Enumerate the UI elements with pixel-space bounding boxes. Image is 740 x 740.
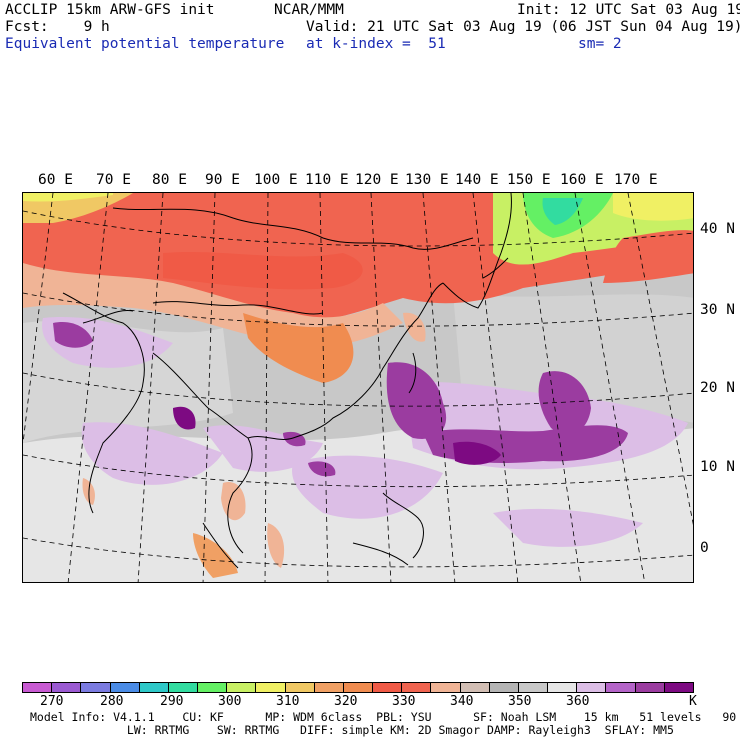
field-name: Equivalent potential temperature	[5, 36, 285, 52]
valid-time: Valid: 21 UTC Sat 03 Aug 19 (06 JST Sun …	[306, 19, 740, 35]
colorbar-swatch	[373, 683, 403, 692]
lon-label: 160 E	[560, 172, 604, 188]
center-label: NCAR/MMM	[274, 2, 344, 18]
lon-label: 120 E	[355, 172, 399, 188]
colorbar-swatch	[227, 683, 257, 692]
colorbar-label: 320	[334, 694, 358, 709]
colorbar-label: 350	[508, 694, 532, 709]
colorbar-label: 360	[566, 694, 590, 709]
colorbar-swatch	[460, 683, 490, 692]
lat-label: 10 N	[700, 459, 735, 475]
lon-label: 100 E	[254, 172, 298, 188]
forecast-hour: Fcst: 9 h	[5, 19, 110, 35]
init-time: Init: 12 UTC Sat 03 Aug 19	[517, 2, 740, 18]
colorbar-swatch	[23, 683, 53, 692]
colorbar-label: 300	[218, 694, 242, 709]
lon-label: 70 E	[96, 172, 131, 188]
theta-e-field	[23, 193, 693, 582]
level-label: at k-index = 51	[306, 36, 446, 52]
colorbar-swatch	[198, 683, 228, 692]
colorbar-swatch	[256, 683, 286, 692]
colorbar-label: 330	[392, 694, 416, 709]
smoothing-label: sm= 2	[578, 36, 622, 52]
colorbar-label: 310	[276, 694, 300, 709]
lat-label: 0	[700, 540, 709, 556]
colorbar-swatch	[635, 683, 665, 692]
colorbar-swatch	[285, 683, 315, 692]
lon-label: 60 E	[38, 172, 73, 188]
colorbar-swatch	[168, 683, 199, 692]
lon-label: 150 E	[507, 172, 551, 188]
model-title: ACCLIP 15km ARW-GFS init	[5, 2, 215, 18]
colorbar-swatch	[52, 683, 82, 692]
lat-label: 30 N	[700, 302, 735, 318]
colorbar-swatch	[577, 683, 607, 692]
lat-label: 40 N	[700, 221, 735, 237]
colorbar-label: 290	[160, 694, 184, 709]
map-panel	[22, 192, 694, 583]
colorbar	[22, 682, 694, 693]
lon-label: 90 E	[205, 172, 240, 188]
colorbar-swatch	[110, 683, 140, 692]
lon-label: 140 E	[455, 172, 499, 188]
colorbar-swatch	[81, 683, 111, 692]
lon-label: 170 E	[614, 172, 658, 188]
colorbar-swatch	[402, 683, 432, 692]
lat-label: 20 N	[700, 380, 735, 396]
model-info-line1: Model Info: V4.1.1 CU: KF MP: WDM 6class…	[30, 710, 740, 724]
colorbar-swatch	[431, 683, 461, 692]
lon-label: 130 E	[405, 172, 449, 188]
colorbar-swatch	[139, 683, 169, 692]
colorbar-swatch	[343, 683, 374, 692]
colorbar-swatch	[518, 683, 549, 692]
colorbar-swatch	[489, 683, 519, 692]
model-info-line2: LW: RRTMG SW: RRTMG DIFF: simple KM: 2D …	[30, 723, 674, 737]
colorbar-swatch	[314, 683, 344, 692]
colorbar-label: 270	[40, 694, 64, 709]
lon-label: 80 E	[152, 172, 187, 188]
colorbar-label: 280	[100, 694, 124, 709]
lon-label: 110 E	[305, 172, 349, 188]
colorbar-swatch	[548, 683, 578, 692]
colorbar-swatch	[606, 683, 636, 692]
colorbar-label: 340	[450, 694, 474, 709]
colorbar-swatch	[664, 683, 693, 692]
colorbar-unit: K	[689, 694, 697, 709]
